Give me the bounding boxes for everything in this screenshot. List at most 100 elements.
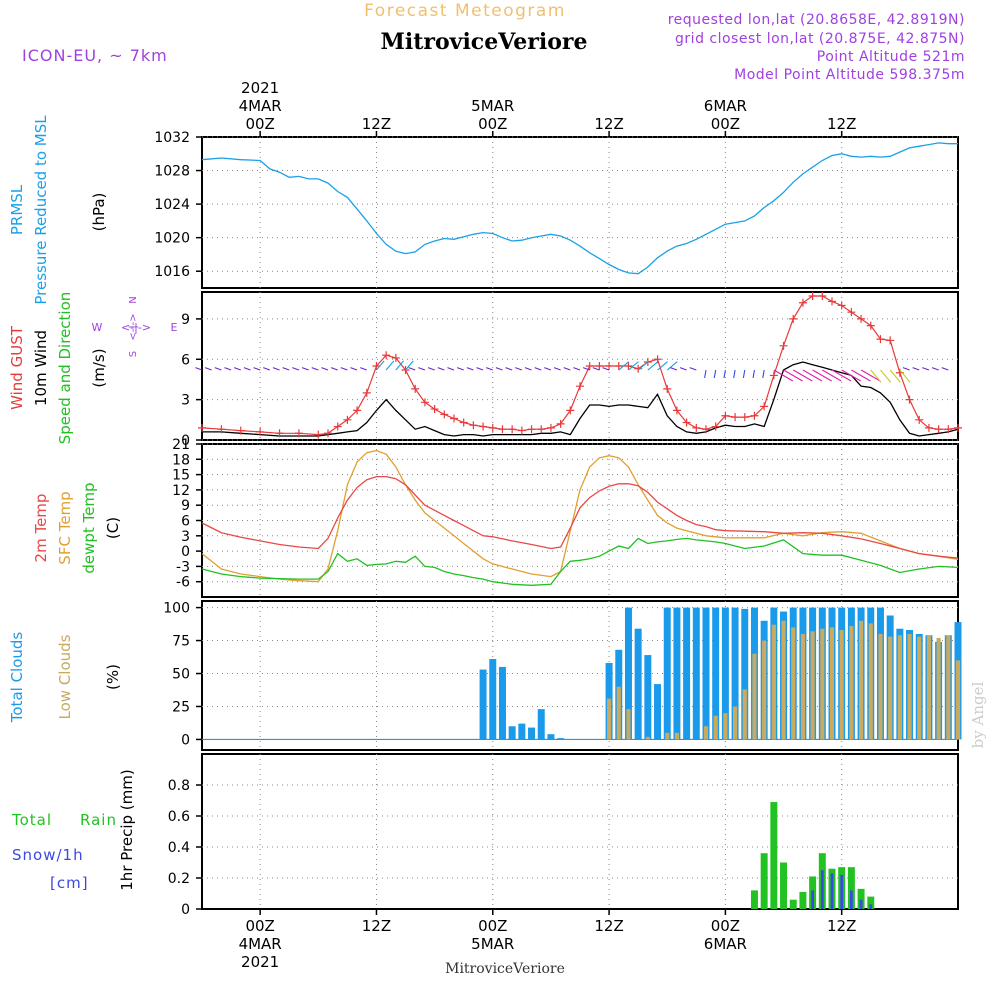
- y-tick-label: 1028: [154, 164, 190, 180]
- low-clouds-bar: [616, 686, 621, 740]
- wind-arrow: [752, 369, 756, 379]
- low-clouds-bar: [732, 706, 738, 740]
- sfc-temp-series-line: [201, 449, 959, 583]
- gust-point: [595, 362, 604, 370]
- rain-label: Total: [11, 811, 52, 829]
- wind-arrow: [931, 367, 939, 371]
- x-year-label: 2021: [241, 79, 279, 97]
- wind-arrow: [870, 369, 882, 383]
- wind-arrow: [812, 369, 832, 382]
- low-clouds-bar: [926, 635, 932, 740]
- wind-arrow: [553, 367, 561, 371]
- wind-arrow: [376, 360, 385, 371]
- wind-arrow: [263, 367, 271, 371]
- gust-point: [546, 423, 555, 432]
- y-tick-label: -6: [176, 575, 190, 591]
- x-date-label: 4MAR: [239, 97, 282, 115]
- gust-point: [779, 341, 788, 350]
- wind-label: 10m Wind: [32, 330, 50, 406]
- wind-arrow: [670, 367, 678, 371]
- wind-arrow: [773, 369, 794, 382]
- x-date-label: 4MAR: [239, 935, 282, 953]
- x-tick-label: 00Z: [245, 917, 274, 935]
- wind-arrow: [602, 367, 610, 371]
- total-clouds-bar: [528, 727, 536, 740]
- wind-arrow: [505, 367, 513, 371]
- compass-we-arrow: <-|->: [121, 321, 151, 334]
- gust-point: [769, 371, 778, 380]
- compass-e: E: [171, 321, 178, 334]
- pressure-label-full: Pressure Reduced to MSL: [32, 115, 50, 305]
- wind-arrow: [582, 367, 590, 371]
- rain-bar: [750, 890, 758, 909]
- total-clouds-bar: [741, 608, 749, 740]
- wind-arrow: [524, 367, 532, 371]
- wind-arrow: [902, 367, 910, 371]
- wind-arrow: [253, 367, 261, 371]
- low-clouds-bar: [868, 623, 873, 740]
- gust-point: [372, 362, 381, 370]
- total-clouds-bar: [537, 709, 545, 740]
- temp-unit: (C): [104, 517, 122, 539]
- gust-point: [469, 421, 478, 430]
- low-clouds-bar: [752, 653, 757, 740]
- wind-arrow: [476, 367, 484, 371]
- gust-point: [905, 395, 914, 404]
- gust-point: [798, 298, 807, 307]
- wind-arrow: [912, 367, 920, 371]
- low-clouds-bar: [907, 633, 912, 740]
- wind-arrow: [713, 369, 717, 379]
- gust-point: [818, 292, 827, 301]
- rain-bar: [847, 867, 855, 909]
- x-tick-label: 00Z: [245, 115, 274, 133]
- y-tick-label: 1024: [154, 197, 190, 213]
- gust-point: [362, 388, 371, 397]
- gust-point: [236, 426, 245, 435]
- wind-arrow: [456, 367, 464, 371]
- wind-arrow: [783, 369, 803, 382]
- rain-bar: [867, 896, 875, 909]
- wind-arrow: [427, 367, 435, 371]
- low-clouds-bar: [762, 640, 767, 740]
- y-tick-label: 0.2: [168, 871, 190, 887]
- low-clouds-bar: [781, 620, 786, 740]
- y-tick-label: 1020: [154, 231, 190, 247]
- x-tick-label: 00Z: [711, 917, 740, 935]
- y-tick-label: 1016: [154, 264, 190, 280]
- clouds-unit: (%): [104, 664, 122, 690]
- gust-point: [294, 429, 303, 438]
- gust-point: [866, 321, 875, 330]
- y-tick-label: 12: [172, 483, 190, 499]
- total-clouds-label: Total Clouds: [8, 632, 26, 724]
- compass-ns-arrow: <-|->: [128, 313, 139, 340]
- low-clouds-bar: [878, 633, 883, 740]
- rain-bar: [857, 888, 865, 909]
- wind-direction-label: Speed and Direction: [56, 292, 74, 445]
- gust-point: [556, 419, 565, 428]
- wind-series-line: [202, 361, 959, 437]
- gust-point: [576, 382, 584, 391]
- wind-arrow: [495, 367, 503, 371]
- gust-series-line: [201, 295, 959, 436]
- y-tick-label: 6: [181, 514, 190, 530]
- total-clouds-bar: [683, 607, 691, 740]
- low-clouds-bar: [829, 627, 835, 740]
- low-clouds-bar: [955, 660, 961, 740]
- snow-bar: [820, 870, 824, 909]
- rain-bar: [789, 899, 797, 909]
- compass-n: N: [128, 296, 139, 303]
- wind-arrow: [637, 361, 649, 371]
- low-clouds-bar: [771, 624, 776, 740]
- wind-arrow: [385, 360, 395, 371]
- low-clouds-bar: [800, 633, 806, 740]
- wind-arrow: [723, 369, 726, 379]
- low-clouds-label: Low Clouds: [56, 634, 74, 719]
- low-clouds-bar: [703, 726, 709, 740]
- gust-point: [837, 301, 846, 310]
- low-clouds-bar: [723, 713, 728, 740]
- wind-arrow: [418, 367, 426, 371]
- wind-arrow: [704, 369, 707, 379]
- low-clouds-bar: [713, 715, 718, 740]
- gust-point: [614, 362, 623, 370]
